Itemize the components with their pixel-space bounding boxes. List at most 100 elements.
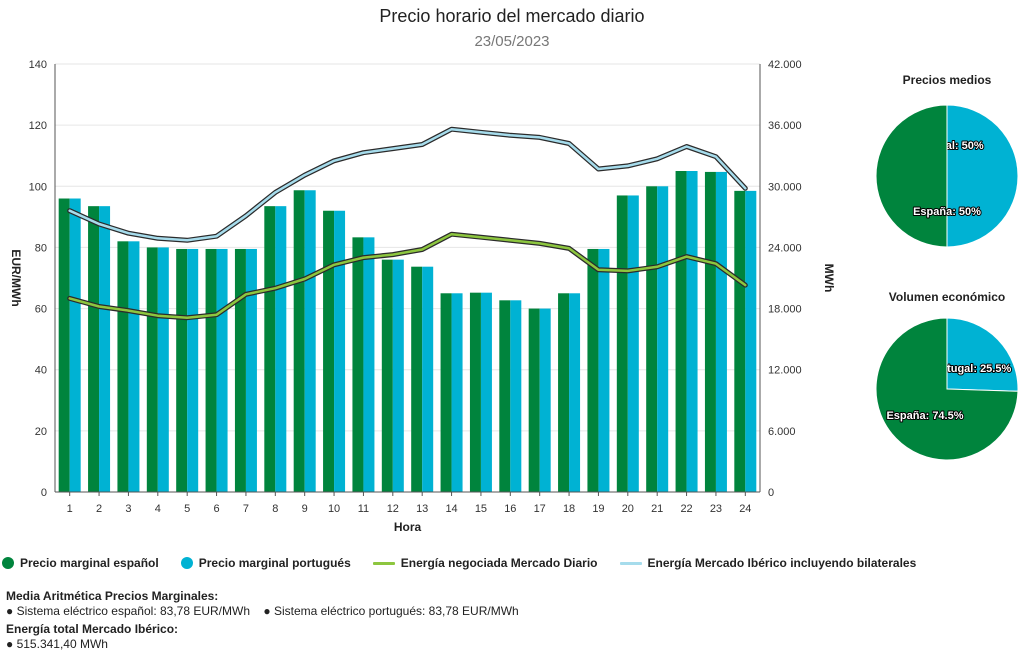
chart-legend: Precio marginal español Precio marginal …	[0, 554, 938, 572]
y-tick-label: 100	[29, 181, 47, 193]
y-tick-label: 0	[41, 487, 47, 499]
x-tick-label: 21	[651, 503, 663, 515]
stats-energia-total: ● 515.341,40 MWh	[6, 637, 108, 651]
legend-item-precio-pt[interactable]: Precio marginal portugués	[180, 556, 351, 570]
y-tick-label: 140	[29, 59, 47, 71]
line-energia-iberico	[68, 127, 747, 242]
bar-precio-pt	[275, 206, 287, 492]
bar-precio-es	[411, 266, 423, 492]
bar-precio-pt	[334, 210, 346, 492]
x-tick-label: 10	[328, 503, 340, 515]
chart-title: Precio horario del mercado diario	[379, 6, 645, 26]
bar-precio-pt	[422, 266, 434, 492]
bar-precio-es	[734, 190, 746, 492]
bar-precio-es	[323, 210, 335, 492]
y-tick-label: 80	[35, 242, 47, 254]
bar-precio-pt	[569, 293, 581, 492]
pie-title-precios-medios: Precios medios	[902, 73, 992, 87]
bar-precio-es	[234, 248, 246, 492]
bar-precio-pt	[627, 195, 639, 492]
pie-volumen-slice-portugal	[946, 317, 1019, 392]
x-axis-label: Hora	[394, 520, 422, 534]
y2-tick-label: 42.000	[768, 59, 802, 71]
x-tick-label: 11	[358, 503, 369, 515]
legend-label-precio-pt: Precio marginal portugués	[198, 556, 351, 570]
bar-precio-pt	[598, 248, 610, 492]
y2-tick-label: 6.000	[768, 426, 796, 438]
bar-precio-es	[352, 237, 364, 492]
x-tick-label: 6	[214, 503, 220, 515]
bar-precio-pt	[451, 293, 463, 492]
bar-precio-pt	[187, 248, 199, 492]
legend-item-energia-iberico[interactable]: Energía Mercado Ibérico incluyendo bilat…	[619, 556, 917, 570]
x-tick-label: 13	[416, 503, 428, 515]
x-tick-label: 23	[710, 503, 722, 515]
pie-precios-slice-portugal	[946, 104, 1019, 248]
x-tick-label: 22	[680, 503, 692, 515]
legend-marker-energia-iberico	[619, 561, 642, 565]
bar-precio-es	[88, 206, 100, 492]
bar-precio-es	[528, 308, 540, 492]
x-tick-label: 2	[96, 503, 102, 515]
legend-marker-energia-diario	[372, 561, 395, 565]
bar-precio-pt	[363, 237, 375, 492]
bar-precio-es	[675, 171, 687, 492]
x-tick-label: 3	[125, 503, 131, 515]
legend-marker-precio-es	[2, 557, 14, 569]
bar-precio-es	[381, 259, 393, 492]
pie-volumen-slice-label: Portugal: 25.5%	[929, 363, 1012, 375]
bar-precio-es	[558, 293, 570, 492]
stats-energia-title: Energía total Mercado Ibérico:	[6, 622, 179, 636]
x-tick-label: 12	[387, 503, 399, 515]
bar-precio-pt	[745, 190, 757, 492]
bar-precio-pt	[99, 206, 111, 492]
bar-precio-pt	[480, 292, 492, 492]
y2-tick-label: 36.000	[768, 120, 802, 132]
line-energia-diario-outline	[67, 231, 748, 321]
x-tick-label: 15	[475, 503, 487, 515]
pie-volumen-slice-españa	[875, 317, 1019, 461]
bar-precio-pt	[686, 171, 698, 492]
stats-media-line: ● Sistema eléctrico español: 83,78 EUR/M…	[6, 604, 519, 618]
y2-axis-label: MWh	[822, 264, 836, 293]
x-tick-label: 5	[184, 503, 190, 515]
bar-precio-es	[587, 248, 599, 492]
bar-precio-pt	[69, 198, 81, 492]
x-tick-label: 18	[563, 503, 575, 515]
pie-volumen-slice-label: España: 74.5%	[886, 410, 963, 422]
bar-precio-es	[646, 186, 658, 493]
x-tick-label: 24	[739, 503, 751, 515]
bar-precio-pt	[510, 300, 522, 492]
pie-precios-slice-label: España: 50%	[913, 206, 981, 218]
bar-precio-pt	[715, 171, 727, 492]
x-tick-label: 14	[445, 503, 457, 515]
y-tick-label: 60	[35, 304, 47, 316]
y2-tick-label: 30.000	[768, 181, 802, 193]
y2-tick-label: 18.000	[768, 304, 802, 316]
legend-item-precio-es[interactable]: Precio marginal español	[2, 556, 159, 570]
y2-tick-label: 24.000	[768, 242, 802, 254]
bar-precio-pt	[539, 308, 551, 492]
x-tick-label: 9	[302, 503, 308, 515]
pie-precios-slice-españa	[875, 104, 948, 248]
chart-subtitle: 23/05/2023	[474, 33, 550, 50]
line-energia-diario	[68, 232, 747, 319]
legend-label-precio-es: Precio marginal español	[20, 556, 159, 570]
bar-precio-es	[469, 292, 481, 492]
bar-precio-es	[293, 190, 305, 492]
bar-precio-pt	[216, 248, 228, 492]
bar-precio-es	[499, 300, 511, 492]
x-tick-label: 20	[622, 503, 634, 515]
x-tick-label: 17	[534, 503, 546, 515]
bar-precio-pt	[245, 248, 257, 492]
bar-precio-es	[176, 248, 188, 492]
y-tick-label: 40	[35, 365, 47, 377]
x-tick-label: 7	[243, 503, 249, 515]
bar-precio-es	[146, 247, 158, 492]
x-tick-label: 1	[67, 503, 73, 515]
legend-item-energia-diario[interactable]: Energía negociada Mercado Diario	[372, 556, 598, 570]
y-axis-label: EUR/MWh	[9, 249, 23, 306]
bar-precio-pt	[157, 247, 169, 492]
legend-label-energia-iberico: Energía Mercado Ibérico incluyendo bilat…	[647, 556, 917, 570]
